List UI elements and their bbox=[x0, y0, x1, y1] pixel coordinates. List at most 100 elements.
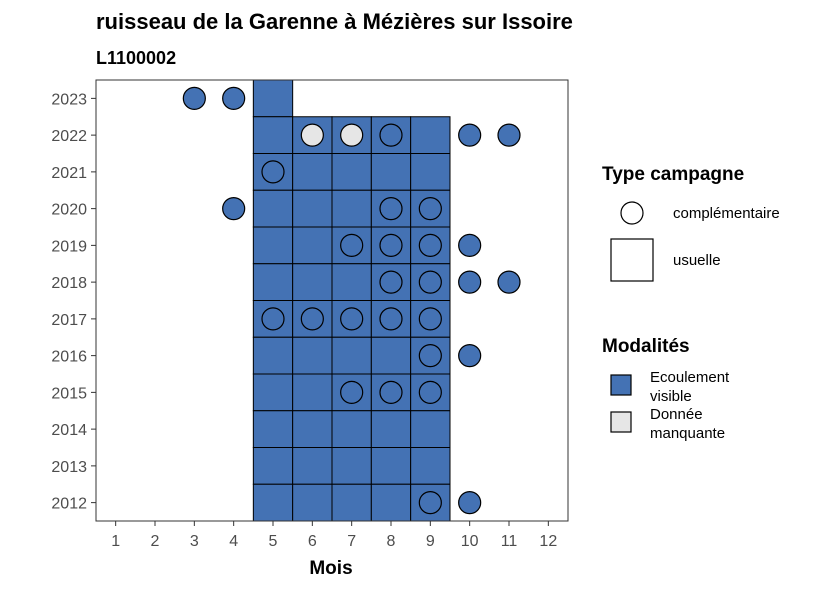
y-tick-label-2018: 2018 bbox=[51, 275, 87, 292]
legend-key-ecoulement-visible bbox=[610, 374, 632, 396]
tile-2023-m5 bbox=[252, 79, 294, 118]
x-tick-label-11: 11 bbox=[501, 533, 518, 550]
tile-2012-m5 bbox=[252, 483, 294, 522]
legend-shape-title: Type campagne bbox=[602, 164, 744, 185]
tile-2019-m6 bbox=[292, 226, 333, 265]
x-tick-label-6: 6 bbox=[308, 533, 317, 550]
y-tick-label-2021: 2021 bbox=[51, 165, 87, 182]
point-2017-m9 bbox=[418, 307, 442, 331]
point-2022-m11 bbox=[497, 123, 521, 147]
point-2022-m6 bbox=[300, 123, 324, 147]
x-tick-label-3: 3 bbox=[190, 533, 199, 550]
point-2022-m8 bbox=[379, 123, 403, 147]
x-tick-label-4: 4 bbox=[229, 533, 238, 550]
point-2015-m8 bbox=[379, 380, 403, 404]
point-2023-m3 bbox=[182, 86, 206, 110]
point-2017-m8 bbox=[379, 307, 403, 331]
x-tick-label-12: 12 bbox=[539, 533, 557, 550]
y-tick-label-2022: 2022 bbox=[51, 128, 87, 145]
tile-2020-m6 bbox=[292, 189, 333, 228]
tile-2016-m7 bbox=[331, 336, 372, 375]
complementaire-points bbox=[182, 86, 521, 515]
point-2022-m7 bbox=[340, 123, 364, 147]
tile-2020-m5 bbox=[252, 189, 294, 228]
legend-key-donnee-manquante bbox=[610, 411, 632, 433]
tile-2016-m6 bbox=[292, 336, 333, 375]
point-2022-m10 bbox=[458, 123, 482, 147]
point-2012-m10 bbox=[458, 491, 482, 515]
tile-2012-m6 bbox=[292, 483, 333, 522]
tile-2013-m9 bbox=[410, 447, 451, 485]
x-axis: 1 2 3 4 5 6 7 8 9 10 11 12 bbox=[111, 521, 557, 550]
tile-2016-m8 bbox=[370, 336, 412, 375]
x-axis-title: Mois bbox=[309, 558, 352, 579]
tile-2014-m6 bbox=[292, 410, 333, 448]
point-2015-m9 bbox=[418, 380, 442, 404]
y-tick-label-2012: 2012 bbox=[51, 496, 87, 513]
y-tick-label-2019: 2019 bbox=[51, 238, 87, 255]
tile-2014-m9 bbox=[410, 410, 451, 448]
tile-2012-m8 bbox=[370, 483, 412, 522]
tile-2013-m7 bbox=[331, 447, 372, 485]
tile-2013-m5 bbox=[252, 447, 294, 485]
chart-subtitle: L1100002 bbox=[96, 48, 176, 68]
x-tick-label-9: 9 bbox=[426, 533, 435, 550]
point-2016-m9 bbox=[418, 344, 442, 368]
y-tick-label-2014: 2014 bbox=[51, 422, 87, 439]
point-2012-m9 bbox=[418, 491, 442, 515]
legend-label-ecoulement-visible: Ecoulement visible bbox=[650, 369, 730, 405]
tile-2018-m5 bbox=[252, 263, 294, 301]
tile-2022-m5 bbox=[252, 116, 294, 154]
x-tick-label-10: 10 bbox=[461, 533, 479, 550]
y-tick-label-2013: 2013 bbox=[51, 459, 87, 476]
x-tick-label-7: 7 bbox=[347, 533, 356, 550]
tile-2014-m7 bbox=[331, 410, 372, 448]
tile-2021-m7 bbox=[331, 153, 372, 191]
y-tick-label-2017: 2017 bbox=[51, 312, 87, 329]
y-tick-label-2020: 2020 bbox=[51, 202, 87, 219]
tile-2015-m6 bbox=[292, 373, 333, 412]
legend-key-usuelle bbox=[610, 238, 654, 282]
y-tick-label-2015: 2015 bbox=[51, 385, 87, 402]
point-2020-m9 bbox=[418, 197, 442, 221]
tile-2019-m5 bbox=[252, 226, 294, 265]
tile-2021-m6 bbox=[292, 153, 333, 191]
point-2019-m10 bbox=[458, 233, 482, 257]
tile-2016-m5 bbox=[252, 336, 294, 375]
x-tick-label-1: 1 bbox=[111, 533, 120, 550]
tile-2013-m6 bbox=[292, 447, 333, 485]
tile-2020-m7 bbox=[331, 189, 372, 228]
point-2017-m5 bbox=[261, 307, 285, 331]
chart-title: ruisseau de la Garenne à Mézières sur Is… bbox=[96, 9, 573, 34]
tile-2018-m7 bbox=[331, 263, 372, 301]
x-tick-label-5: 5 bbox=[269, 533, 278, 550]
legend-label-complementaire: complémentaire bbox=[673, 205, 780, 222]
plot-panel-border bbox=[95, 79, 569, 522]
tile-2014-m8 bbox=[370, 410, 412, 448]
point-2020-m4 bbox=[222, 197, 246, 221]
point-2019-m9 bbox=[418, 233, 442, 257]
point-2017-m7 bbox=[340, 307, 364, 331]
y-axis: 2012 2013 2014 2015 2016 2017 2018 2019 2020 2021… bbox=[51, 91, 96, 513]
y-tick-label-2023: 2023 bbox=[51, 91, 87, 108]
tile-2018-m6 bbox=[292, 263, 333, 301]
tile-2021-m9 bbox=[410, 153, 451, 191]
point-2018-m9 bbox=[418, 270, 442, 294]
tile-2014-m5 bbox=[252, 410, 294, 448]
point-2019-m8 bbox=[379, 233, 403, 257]
legend: Type campagne complémentaire usuelle Modali… bbox=[602, 164, 780, 442]
legend-label-donnee-manquante: Donnée manquante bbox=[650, 406, 725, 442]
legend-fill-title: Modalités bbox=[602, 336, 690, 357]
point-2017-m6 bbox=[300, 307, 324, 331]
legend-key-complementaire bbox=[620, 201, 644, 225]
tile-2012-m7 bbox=[331, 483, 372, 522]
tile-2022-m9 bbox=[410, 116, 451, 154]
point-2015-m7 bbox=[340, 380, 364, 404]
point-2016-m10 bbox=[458, 344, 482, 368]
point-2021-m5 bbox=[261, 160, 285, 184]
x-tick-label-8: 8 bbox=[387, 533, 396, 550]
tile-2021-m8 bbox=[370, 153, 412, 191]
x-tick-label-2: 2 bbox=[151, 533, 160, 550]
y-tick-label-2016: 2016 bbox=[51, 349, 87, 366]
point-2019-m7 bbox=[340, 233, 364, 257]
